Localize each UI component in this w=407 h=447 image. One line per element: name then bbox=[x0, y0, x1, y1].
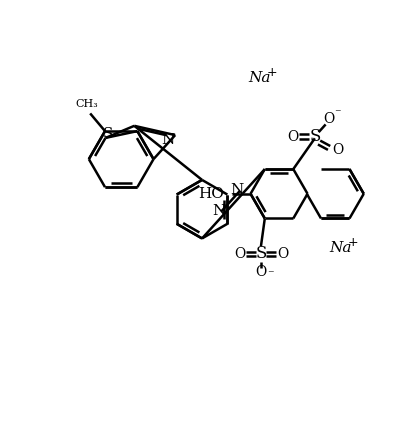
Text: O: O bbox=[234, 247, 245, 261]
Text: Na: Na bbox=[249, 71, 271, 85]
Text: ⁻: ⁻ bbox=[334, 107, 341, 120]
Text: ⁻: ⁻ bbox=[267, 268, 274, 281]
Text: O: O bbox=[323, 112, 334, 126]
Text: N: N bbox=[162, 134, 175, 148]
Text: O: O bbox=[277, 247, 288, 261]
Text: CH₃: CH₃ bbox=[76, 99, 98, 109]
Text: S: S bbox=[103, 127, 113, 141]
Text: S: S bbox=[309, 128, 321, 145]
Text: +: + bbox=[267, 67, 278, 80]
Text: O: O bbox=[255, 266, 267, 279]
Text: O: O bbox=[288, 130, 299, 144]
Text: S: S bbox=[255, 245, 267, 262]
Text: O: O bbox=[333, 143, 344, 157]
Text: Na: Na bbox=[329, 240, 352, 255]
Text: HO: HO bbox=[199, 187, 224, 201]
Text: N: N bbox=[212, 204, 225, 218]
Text: N: N bbox=[231, 183, 244, 198]
Text: +: + bbox=[348, 236, 358, 249]
